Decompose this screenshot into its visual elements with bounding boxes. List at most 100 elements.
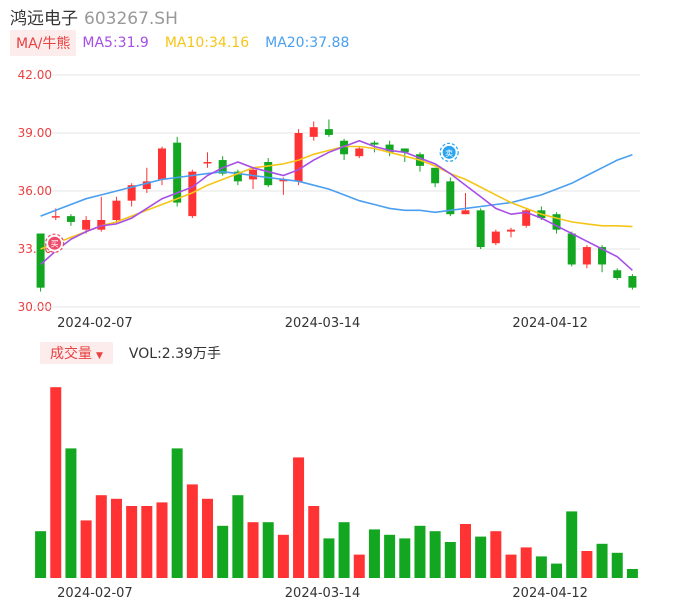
candle-body [370,142,379,145]
volume-bar [429,531,441,578]
candle-body [324,129,333,135]
volume-bar [323,538,335,578]
volume-bar [475,536,487,578]
ma-toggle-button[interactable]: MA/牛熊 [10,30,77,56]
ma5-line [40,139,633,271]
volume-bar [384,534,396,578]
x-tick-label: 2024-04-12 [512,316,588,331]
candle-body [461,210,470,215]
volume-bar [232,495,244,578]
candle-body [522,210,531,226]
candle-body [355,148,364,157]
volume-indicator-button[interactable]: 成交量 ▼ [40,342,113,364]
volume-x-tick-label: 2024-02-07 [57,586,133,601]
x-tick-label: 2024-03-14 [285,316,361,331]
volume-bar [217,525,229,578]
candle-body [340,140,349,155]
volume-bar [65,448,77,578]
volume-bar [566,511,578,578]
volume-bar [80,520,92,578]
candle-body [82,220,91,230]
y-tick-label: 39.00 [18,126,52,140]
candle-body [431,167,440,184]
volume-bar [156,502,168,578]
volume-x-tick-label: 2024-04-12 [512,586,588,601]
candle-body [628,276,637,288]
candle-body [36,233,45,288]
ma10-label: MA10:34.16 [164,35,250,51]
volume-bar [368,529,380,578]
candle-body [446,181,455,215]
y-tick-label: 42.00 [18,68,52,82]
volume-bar [551,563,563,578]
volume-bar [444,542,456,578]
candle-body [66,216,75,222]
candle-body [218,160,227,174]
candle-body [51,216,60,218]
volume-bar [459,524,471,578]
candle-body [249,169,258,180]
stock-code: 603267.SH [84,9,178,29]
volume-bar [141,506,153,578]
volume-bar [186,484,198,578]
volume-bar [293,457,305,578]
candle-body [309,127,318,137]
volume-bar [399,538,411,578]
ma20-label: MA20:37.88 [265,35,350,51]
marker-label: 买 [51,240,59,249]
stock-name: 鸿远电子 [10,9,78,29]
volume-bar [126,506,138,578]
candle-body [491,231,500,244]
volume-x-tick-label: 2024-03-14 [285,586,361,601]
marker-dot [442,145,456,159]
volume-value: VOL:2.39万手 [128,346,221,362]
volume-bar [611,552,623,578]
volume-bar [535,556,547,578]
candle-body [112,200,121,220]
stock-header: 鸿远电子 603267.SH [10,4,178,29]
candle-body [613,270,622,278]
candle-body [567,233,576,265]
y-tick-label: 36.00 [18,184,52,198]
ma20-line [40,153,633,217]
volume-bar [171,448,183,578]
candle-body [582,247,591,265]
volume-bar [581,551,593,578]
candle-body [385,144,394,153]
volume-bar [277,534,289,578]
candle-body [203,162,212,164]
volume-bar [50,387,62,578]
volume-bar [505,554,517,578]
buy-marker-icon: 买 [44,233,65,253]
candle-body [127,185,136,201]
volume-bar [626,569,638,578]
marker-dot [48,236,62,250]
volume-bar [414,525,426,578]
volume-legend: 成交量 ▼ VOL:2.39万手 [40,342,221,364]
candle-body [142,181,151,190]
volume-bar [35,531,47,578]
candle-body [188,171,197,217]
volume-bar [308,506,320,578]
volume-bar [520,547,532,578]
volume-bar [247,522,259,578]
volume-bar [490,531,502,578]
candle-body [264,162,273,186]
volume-bar [353,554,365,578]
volume-bar [110,498,122,578]
volume-indicator-label: 成交量 [50,346,92,362]
ma-legend: MA/牛熊 MA5:31.9 MA10:34.16 MA20:37.88 [10,30,365,56]
marker-label: 卖 [445,149,453,158]
x-tick-label: 2024-02-07 [57,316,133,331]
candle-body [552,214,561,230]
volume-bar [95,495,107,578]
candle-body [400,148,409,153]
ma5-label: MA5:31.9 [82,35,149,51]
volume-bar [338,522,350,578]
volume-bar [262,522,274,578]
volume-bar [596,543,608,578]
sell-marker-icon: 卖 [439,142,459,162]
candle-body [598,247,607,265]
volume-bar [202,498,214,578]
